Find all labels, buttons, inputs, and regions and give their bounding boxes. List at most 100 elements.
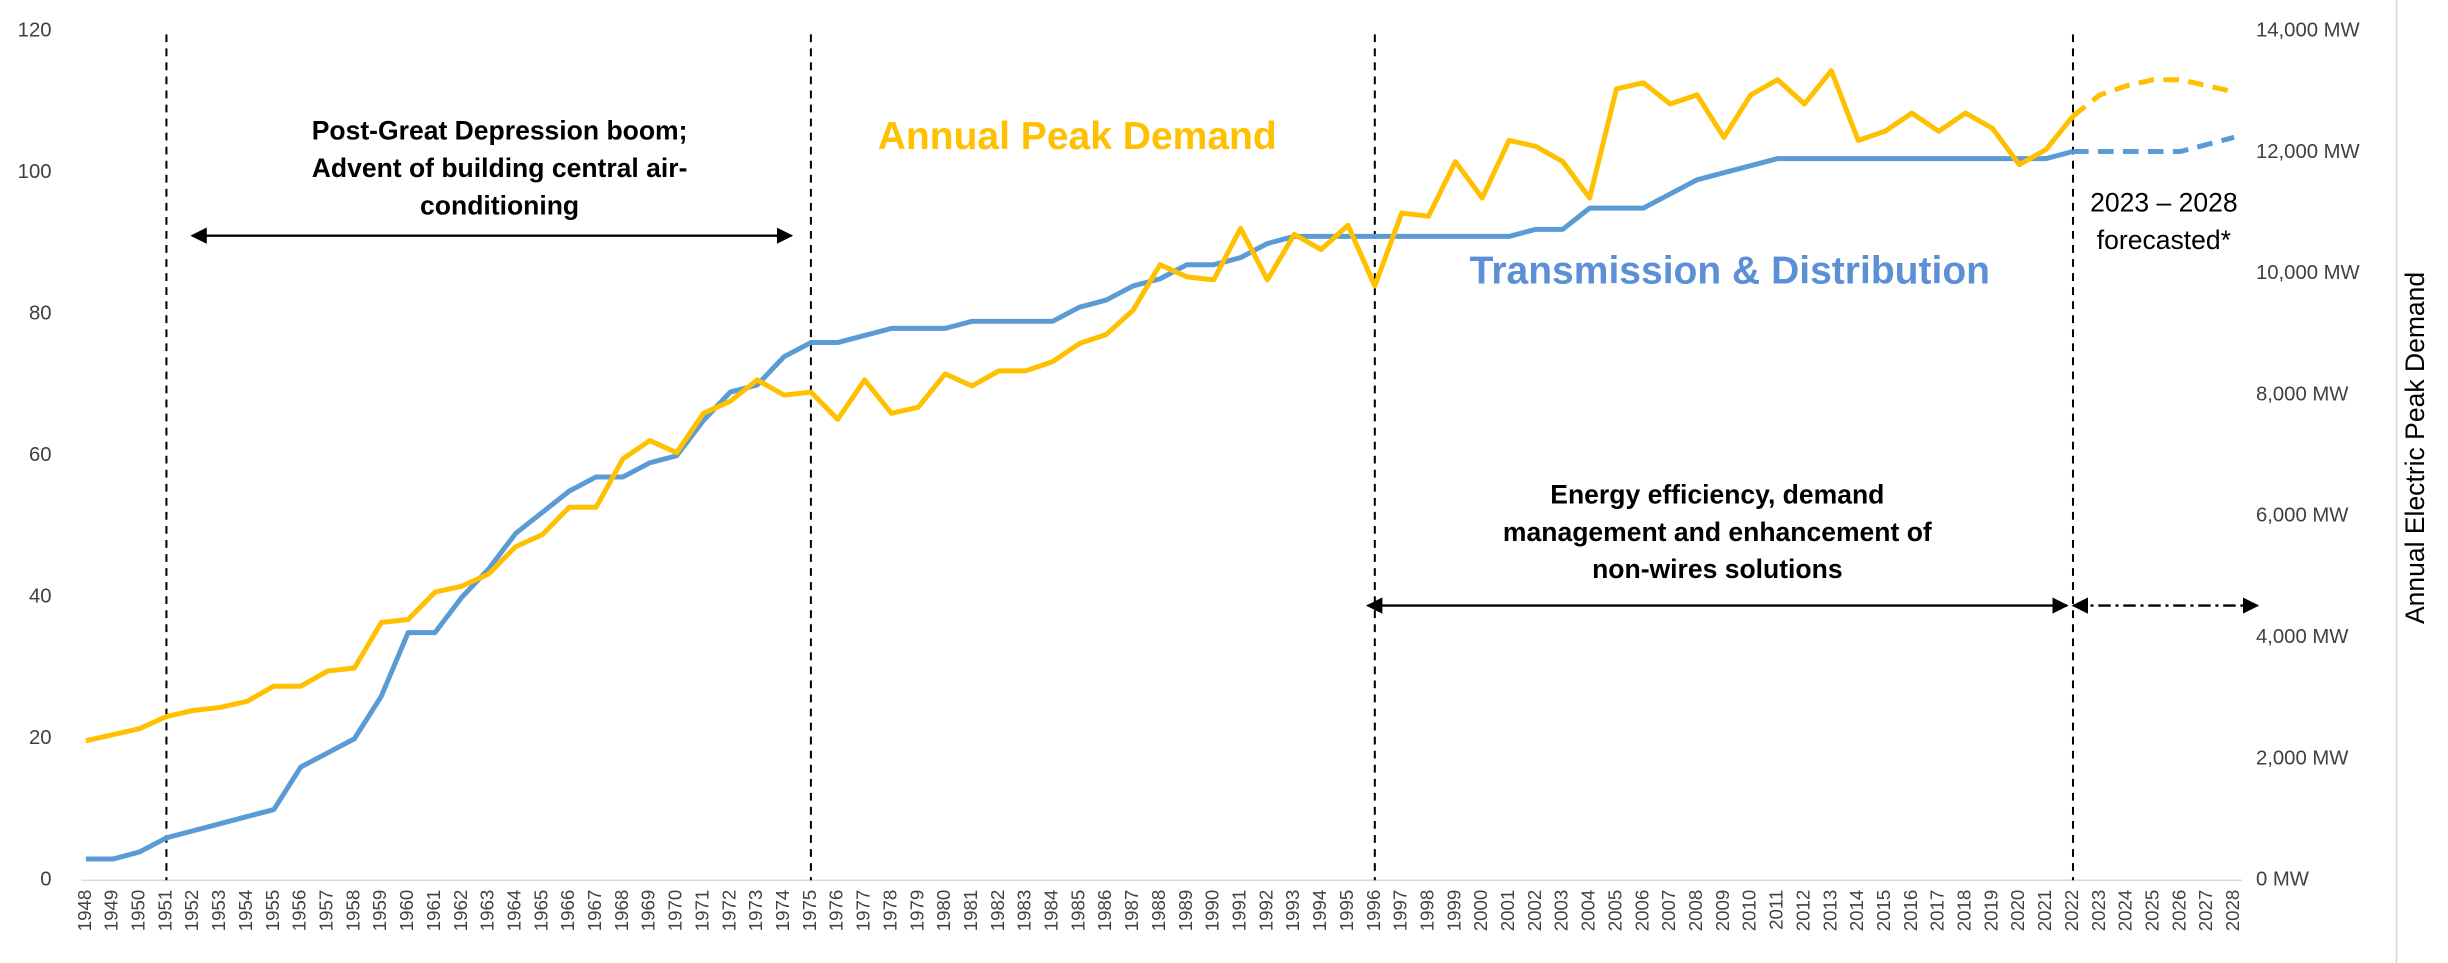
x-tick-label: 1974	[772, 890, 793, 932]
x-tick-label: 1966	[557, 890, 578, 932]
annotation: 2023 – 2028	[2090, 187, 2237, 217]
x-tick-label: 1968	[611, 890, 632, 932]
x-tick-label: 2023	[2088, 890, 2109, 932]
annotation: forecasted*	[2097, 225, 2231, 255]
annotation: non-wires solutions	[1592, 554, 1842, 584]
series-label: Transmission & Distribution	[1470, 249, 1990, 292]
x-tick-label: 2022	[2061, 890, 2082, 932]
annotation: Post-Great Depression boom;	[312, 116, 688, 146]
x-tick-label: 1990	[1202, 890, 1223, 932]
x-tick-label: 2012	[1792, 890, 1813, 932]
x-tick-label: 1955	[262, 890, 283, 932]
series-line	[85, 149, 2074, 862]
x-tick-label: 2009	[1712, 890, 1733, 932]
y-tick-label: 100	[18, 161, 52, 183]
x-tick-label: 1960	[396, 890, 417, 932]
x-tick-label: 1951	[154, 890, 175, 932]
x-tick-label: 1977	[853, 890, 874, 932]
annotation: management and enhancement of	[1503, 517, 1932, 547]
y-tick-label: 20	[29, 727, 52, 749]
x-tick-label: 1976	[826, 890, 847, 932]
x-tick-label: 2011	[1766, 890, 1787, 930]
x-tick-label: 2021	[2034, 890, 2055, 932]
y2-tick-label: 6,000 MW	[2256, 505, 2349, 527]
x-tick-label: 1969	[638, 890, 659, 932]
x-tick-label: 1948	[74, 890, 95, 932]
x-tick-label: 1982	[987, 890, 1008, 932]
y2-tick-label: 10,000 MW	[2256, 262, 2361, 284]
x-tick-label: 2025	[2142, 890, 2163, 932]
x-tick-label: 2002	[1524, 890, 1545, 932]
x-tick-label: 1964	[503, 890, 524, 932]
x-tick-label: 1963	[477, 890, 498, 932]
x-tick-label: 2018	[1954, 890, 1975, 932]
x-tick-label: 1989	[1175, 890, 1196, 932]
series-line	[85, 68, 2075, 744]
y2-axis-title: Annual Electric Peak Demand	[2400, 272, 2430, 624]
annotation: Advent of building central air-	[312, 153, 688, 183]
x-tick-label: 1970	[665, 890, 686, 932]
series-line	[2071, 77, 2235, 119]
x-tick-label: 1978	[879, 890, 900, 932]
x-tick-label: 2019	[1980, 890, 2001, 932]
x-tick-label: 2015	[1873, 890, 1894, 932]
x-tick-label: 1993	[1282, 890, 1303, 932]
x-tick-label: 1999	[1443, 890, 1464, 932]
x-tick-label: 1972	[718, 890, 739, 932]
x-tick-label: 1988	[1148, 890, 1169, 932]
x-tick-label: 1985	[1067, 890, 1088, 932]
x-tick-label: 2028	[2222, 890, 2243, 932]
x-tick-label: 1971	[691, 890, 712, 932]
x-tick-label: 1983	[1014, 890, 1035, 932]
y2-tick-label: 4,000 MW	[2256, 626, 2349, 648]
x-tick-label: 1973	[745, 890, 766, 932]
series-line	[2072, 134, 2235, 154]
x-tick-label: 1954	[235, 890, 256, 932]
x-tick-label: 1967	[584, 890, 605, 932]
x-tick-label: 1980	[933, 890, 954, 932]
y-tick-label: 80	[29, 303, 52, 325]
y2-tick-label: 0 MW	[2256, 869, 2310, 891]
x-tick-label: 1995	[1336, 890, 1357, 932]
x-tick-label: 2004	[1578, 890, 1599, 932]
annotation: conditioning	[420, 191, 579, 221]
x-tick-label: 1984	[1041, 890, 1062, 932]
x-tick-label: 2008	[1685, 890, 1706, 932]
x-tick-label: 1992	[1255, 890, 1276, 932]
x-tick-label: 1957	[315, 890, 336, 932]
x-tick-label: 2010	[1739, 890, 1760, 932]
x-tick-label: 2020	[2007, 890, 2028, 932]
series-label: Annual Peak Demand	[878, 115, 1277, 158]
y-tick-label: 120	[18, 20, 52, 42]
y2-tick-label: 8,000 MW	[2256, 383, 2349, 405]
y-tick-label: 40	[29, 586, 52, 608]
x-tick-label: 2026	[2168, 890, 2189, 932]
x-tick-label: 2027	[2195, 890, 2216, 932]
x-tick-label: 1962	[450, 890, 471, 932]
x-tick-label: 1952	[181, 890, 202, 932]
x-tick-label: 1950	[128, 890, 149, 932]
x-tick-label: 1965	[530, 890, 551, 932]
x-tick-label: 1998	[1416, 890, 1437, 932]
x-tick-label: 1979	[906, 890, 927, 932]
x-tick-label: 1949	[101, 890, 122, 932]
y2-tick-label: 2,000 MW	[2256, 747, 2349, 769]
x-tick-label: 1981	[960, 890, 981, 932]
y-tick-label: 0	[40, 869, 51, 891]
x-tick-label: 1996	[1363, 890, 1384, 932]
x-tick-label: 2005	[1604, 890, 1625, 932]
x-tick-label: 1961	[423, 890, 444, 932]
x-tick-label: 1991	[1229, 890, 1250, 932]
x-tick-label: 1997	[1390, 890, 1411, 932]
x-tick-label: 1953	[208, 890, 229, 932]
x-tick-label: 2016	[1900, 890, 1921, 932]
x-tick-label: 2000	[1470, 890, 1491, 932]
x-tick-label: 2024	[2115, 890, 2136, 932]
x-tick-label: 2006	[1631, 890, 1652, 932]
x-tick-label: 1958	[342, 890, 363, 932]
x-tick-label: 1994	[1309, 890, 1330, 932]
x-tick-label: 2001	[1497, 890, 1518, 932]
y2-tick-label: 14,000 MW	[2256, 20, 2361, 42]
x-tick-label: 1987	[1121, 890, 1142, 932]
